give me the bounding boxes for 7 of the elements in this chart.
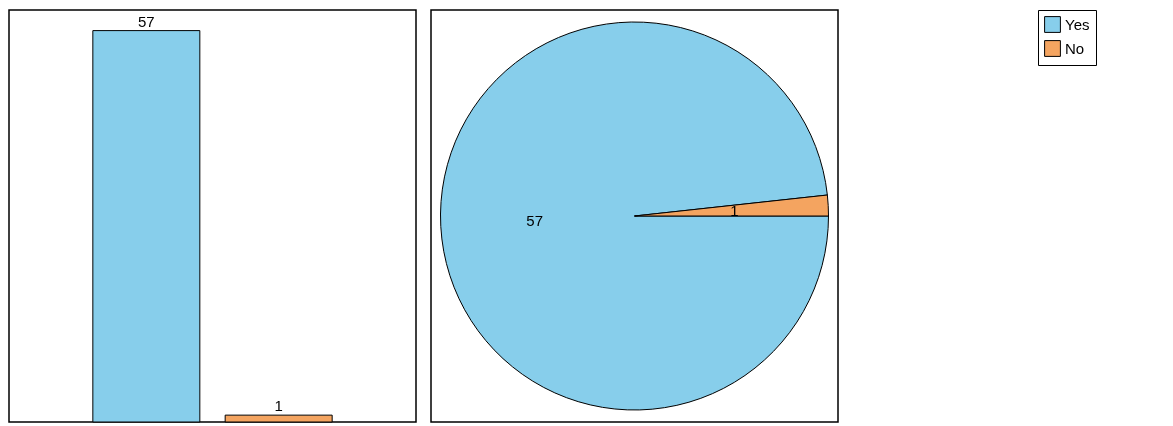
legend-label: Yes (1065, 15, 1090, 33)
legend-label: No (1065, 39, 1085, 57)
pie-slice (440, 21, 829, 411)
data-label: 1 (274, 397, 283, 415)
data-label: 57 (137, 12, 155, 30)
data-label: 57 (526, 212, 543, 230)
data-label: 1 (730, 201, 739, 219)
